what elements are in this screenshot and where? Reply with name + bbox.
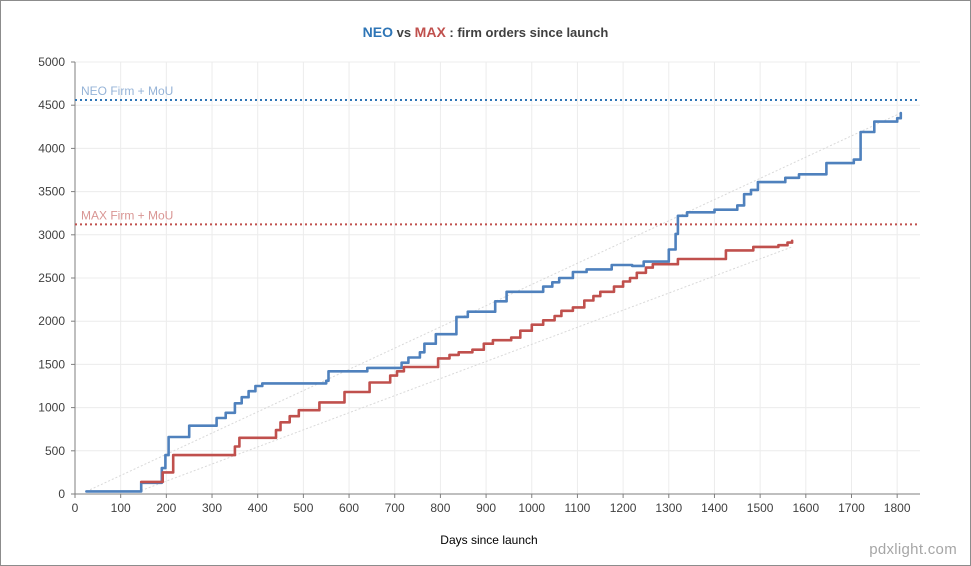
- x-tick-label: 300: [202, 501, 222, 515]
- x-tick-label: 400: [248, 501, 268, 515]
- x-tick-label: 200: [156, 501, 176, 515]
- x-tick-label: 1100: [565, 501, 591, 515]
- x-axis-label: Days since launch: [440, 533, 537, 547]
- y-tick-label: 500: [45, 444, 65, 458]
- x-tick-label: 1500: [747, 501, 774, 515]
- y-tick-label: 4500: [38, 98, 65, 112]
- y-tick-label: 3000: [38, 228, 65, 242]
- x-tick-label: 0: [72, 501, 79, 515]
- chart-title: NEO vs MAX : firm orders since launch: [0, 24, 971, 40]
- title-rest: : firm orders since launch: [445, 25, 609, 40]
- series-lines: [85, 111, 903, 493]
- x-tick-label: 1800: [884, 501, 911, 515]
- trendline-neo: [86, 112, 902, 492]
- x-tick-label: 1200: [610, 501, 637, 515]
- x-tick-label: 800: [430, 501, 450, 515]
- y-tick-label: 2500: [38, 271, 65, 285]
- y-tick-label: 0: [58, 487, 65, 501]
- title-neo: NEO: [362, 24, 393, 40]
- y-tick-label: 1000: [38, 401, 65, 415]
- reference-label-max: MAX Firm + MoU: [81, 208, 173, 222]
- x-tick-label: 600: [339, 501, 359, 515]
- series-line-neo: [85, 111, 903, 493]
- title-vs: vs: [392, 25, 415, 40]
- title-max: MAX: [414, 24, 446, 40]
- trendline-max: [141, 246, 793, 492]
- x-tick-label: 1000: [518, 501, 545, 515]
- reference-label-neo: NEO Firm + MoU: [81, 84, 173, 98]
- grid: [74, 61, 920, 495]
- x-tick-label: 500: [293, 501, 313, 515]
- x-tick-label: 1700: [838, 501, 865, 515]
- watermark: pdxlight.com: [869, 541, 957, 558]
- tick-labels: 0 100 200 300 400 500 600 700 800 900 1000 1100 1200…: [38, 55, 911, 515]
- x-tick-label: 700: [385, 501, 405, 515]
- y-tick-label: 3500: [38, 185, 65, 199]
- y-tick-label: 1500: [38, 357, 65, 371]
- reference-lines: NEO Firm + MoU MAX Firm + MoU: [75, 84, 920, 226]
- series-line-max: [139, 239, 794, 484]
- x-tick-label: 100: [111, 501, 131, 515]
- y-tick-label: 2000: [38, 314, 65, 328]
- trendlines: [86, 112, 902, 492]
- x-tick-label: 900: [476, 501, 496, 515]
- x-tick-label: 1400: [701, 501, 728, 515]
- axes: [71, 61, 920, 498]
- x-tick-label: 1300: [655, 501, 682, 515]
- x-tick-label: 1600: [792, 501, 819, 515]
- y-tick-label: 5000: [38, 55, 65, 69]
- y-tick-label: 4000: [38, 141, 65, 155]
